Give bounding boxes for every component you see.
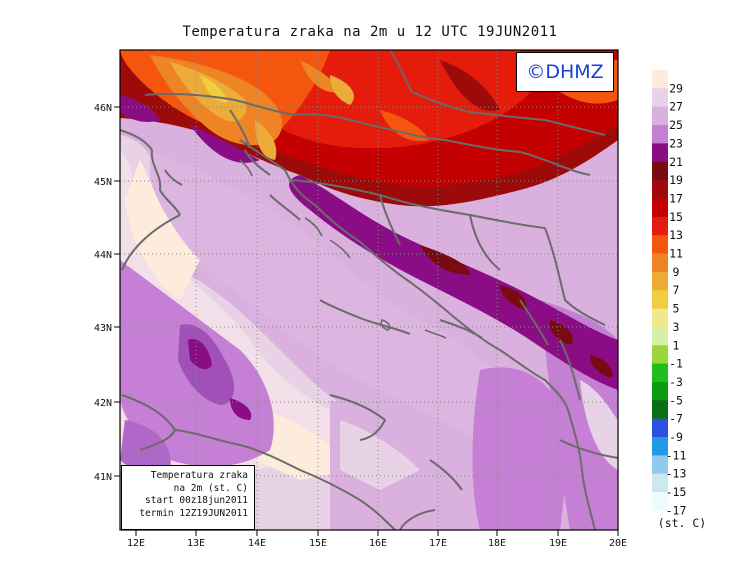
colorbar-swatch bbox=[652, 70, 668, 89]
colorbar-swatch bbox=[652, 400, 668, 420]
lat-label: 46N bbox=[94, 103, 112, 114]
colorbar-level-label: -9 bbox=[669, 430, 683, 444]
islands bbox=[239, 159, 475, 339]
lat-label: 45N bbox=[94, 177, 112, 188]
colorbar-swatch bbox=[652, 308, 668, 328]
lon-label: 13E bbox=[187, 538, 205, 549]
colorbar-swatch bbox=[652, 235, 668, 254]
lat-label: 44N bbox=[94, 250, 112, 261]
colorbar-level-label: -3 bbox=[669, 375, 683, 389]
colorbar-swatch bbox=[652, 290, 668, 309]
country-borders bbox=[144, 49, 619, 459]
colorbar-swatch bbox=[652, 253, 668, 273]
colorbar-swatch bbox=[652, 161, 668, 181]
colorbar-swatch bbox=[652, 363, 668, 383]
colorbar-level-label: -15 bbox=[666, 485, 687, 499]
colorbar-level-label: 3 bbox=[673, 320, 680, 334]
colorbar-level-label: -1 bbox=[669, 357, 683, 371]
info-line-4: termin 12Z19JUN2011 bbox=[139, 507, 248, 519]
lat-label: 42N bbox=[94, 398, 112, 409]
colorbar-swatch bbox=[652, 492, 668, 511]
grid-lines bbox=[120, 50, 618, 530]
colorbar-swatch bbox=[652, 143, 668, 163]
colorbar-level-label: 13 bbox=[669, 228, 683, 242]
lon-label: 17E bbox=[429, 538, 447, 549]
lon-label: 18E bbox=[488, 538, 506, 549]
lon-label: 20E bbox=[609, 538, 627, 549]
colorbar-level-label: -17 bbox=[666, 503, 687, 517]
info-line-1: Temperatura zraka bbox=[150, 470, 248, 481]
coastlines bbox=[119, 129, 596, 531]
colorbar-level-label: 9 bbox=[673, 265, 680, 279]
lat-label: 43N bbox=[94, 323, 112, 334]
colorbar-level-label: 23 bbox=[669, 136, 683, 150]
info-box: Temperatura zraka na 2m (st. C) start 00… bbox=[121, 465, 255, 530]
lat-labels: 46N 45N 44N 43N 42N 41N bbox=[94, 103, 112, 483]
lat-label: 41N bbox=[94, 472, 112, 483]
colorbar-level-label: 7 bbox=[673, 283, 680, 297]
colorbar-level-label: 5 bbox=[673, 302, 680, 316]
map-title: Temperatura zraka na 2m u 12 UTC 19JUN20… bbox=[182, 24, 558, 40]
lon-labels: 12E 13E 14E 15E 16E 17E 18E 19E 20E bbox=[127, 538, 627, 549]
colorbar-swatch bbox=[652, 106, 668, 126]
colorbar-swatch bbox=[652, 345, 668, 365]
colorbar bbox=[652, 70, 668, 511]
lon-label: 12E bbox=[127, 538, 145, 549]
colorbar-level-label: -13 bbox=[666, 467, 687, 481]
colorbar-level-label: 15 bbox=[669, 210, 683, 224]
colorbar-level-label: 17 bbox=[669, 192, 683, 206]
lon-label: 16E bbox=[369, 538, 387, 549]
colorbar-swatch bbox=[652, 125, 668, 144]
colorbar-labels: 29 27 25 23 21 19 17 15 13 11 9 7 5 3 1 -1 -3 -5 -7 -9 -11 -1… bbox=[666, 81, 687, 517]
colorbar-swatch bbox=[652, 271, 668, 291]
colorbar-swatch bbox=[652, 382, 668, 401]
map-frame bbox=[119, 49, 619, 531]
temperature-field bbox=[120, 50, 618, 530]
colorbar-level-label: 1 bbox=[673, 338, 680, 352]
colorbar-level-label: 29 bbox=[669, 81, 683, 95]
colorbar-level-label: -7 bbox=[669, 412, 683, 426]
colorbar-level-label: 11 bbox=[669, 247, 683, 261]
colorbar-swatch bbox=[652, 455, 668, 475]
colorbar-swatch bbox=[652, 326, 668, 346]
colorbar-swatch bbox=[652, 88, 668, 108]
colorbar-swatch bbox=[652, 198, 668, 218]
colorbar-unit: (st. C) bbox=[658, 516, 706, 530]
colorbar-level-label: -11 bbox=[666, 448, 687, 462]
colorbar-level-label: 21 bbox=[669, 155, 683, 169]
info-line-2: na 2m (st. C) bbox=[173, 482, 248, 494]
colorbar-swatch bbox=[652, 418, 668, 438]
dhmz-logo: ©DHMZ bbox=[516, 52, 614, 92]
colorbar-level-label: 25 bbox=[669, 118, 683, 132]
axis-ticks bbox=[114, 106, 619, 536]
colorbar-swatch bbox=[652, 473, 668, 493]
colorbar-swatch bbox=[652, 437, 668, 456]
info-line-3: start 00z18jun2011 bbox=[145, 495, 248, 506]
colorbar-swatch bbox=[652, 216, 668, 236]
lon-label: 14E bbox=[248, 538, 266, 549]
lon-label: 19E bbox=[549, 538, 567, 549]
colorbar-level-label: 27 bbox=[669, 100, 683, 114]
lon-label: 15E bbox=[309, 538, 327, 549]
colorbar-swatch bbox=[652, 180, 668, 199]
colorbar-level-label: -5 bbox=[669, 393, 683, 407]
colorbar-level-label: 19 bbox=[669, 173, 683, 187]
